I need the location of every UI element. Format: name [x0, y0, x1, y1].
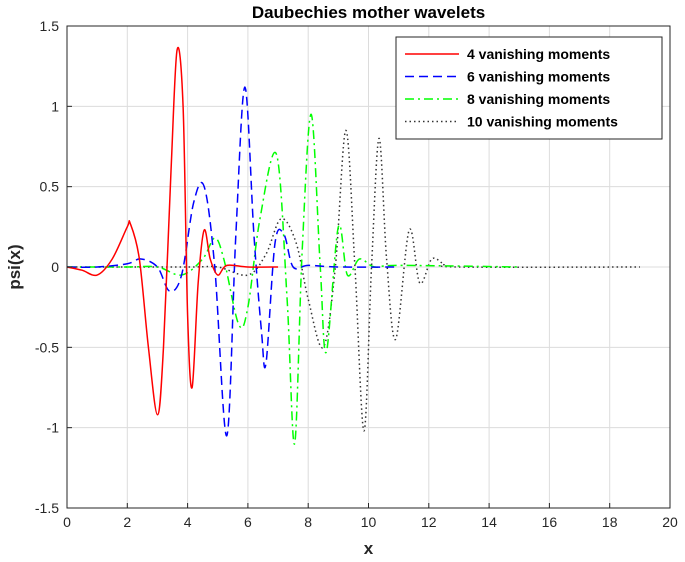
x-tick-label: 8	[304, 514, 312, 530]
x-tick-label: 14	[481, 514, 497, 530]
series-line-4	[66, 129, 640, 432]
chart-title: Daubechies mother wavelets	[252, 3, 485, 22]
series-layer	[66, 47, 640, 445]
series-line-3	[66, 113, 520, 445]
legend-label-4: 10 vanishing moments	[467, 114, 618, 130]
y-axis-label: psi(x)	[5, 244, 24, 289]
x-tick-label: 0	[63, 514, 71, 530]
legend-label-2: 6 vanishing moments	[467, 69, 610, 85]
y-tick-label: -0.5	[35, 339, 59, 355]
y-tick-label: 1.5	[40, 18, 60, 34]
x-tick-label: 2	[123, 514, 131, 530]
y-tick-label: 1	[51, 98, 59, 114]
x-axis-ticks: 0 2 4 6 8 10 12 14 16 18 20	[63, 503, 678, 530]
y-tick-label: 0	[51, 259, 59, 275]
legend: 4 vanishing moments 6 vanishing moments 8 …	[395, 36, 663, 140]
x-tick-label: 6	[244, 514, 252, 530]
x-tick-label: 18	[602, 514, 618, 530]
x-tick-label: 4	[184, 514, 192, 530]
x-axis-label: x	[364, 539, 374, 558]
series-line-1	[66, 47, 279, 416]
x-tick-label: 20	[662, 514, 678, 530]
legend-label-3: 8 vanishing moments	[467, 91, 610, 107]
y-tick-label: -1.5	[35, 500, 59, 516]
y-tick-label: -1	[47, 420, 60, 436]
y-axis-ticks: -1.5 -1 -0.5 0 0.5 1 1.5	[35, 18, 72, 516]
x-tick-label: 16	[542, 514, 558, 530]
legend-label-1: 4 vanishing moments	[467, 46, 610, 62]
x-tick-label: 12	[421, 514, 437, 530]
x-tick-label: 10	[361, 514, 377, 530]
y-tick-label: 0.5	[40, 179, 60, 195]
